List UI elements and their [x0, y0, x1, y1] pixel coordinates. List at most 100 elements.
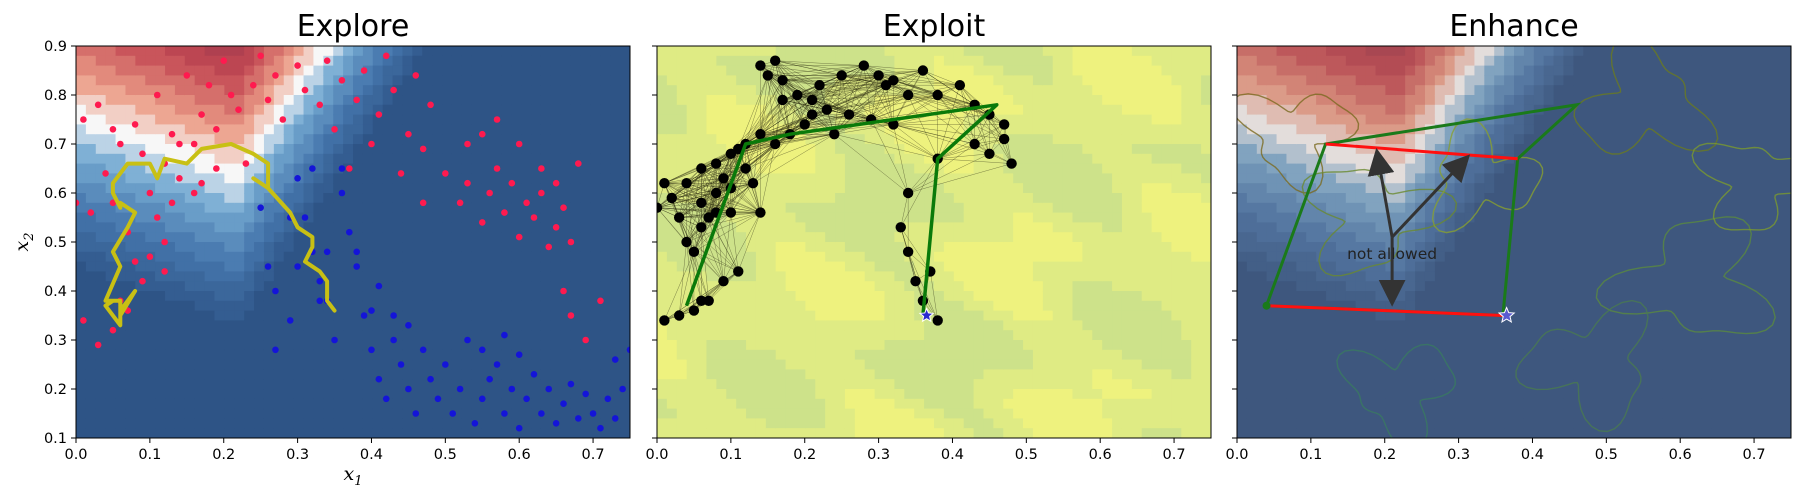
contour-cell [1131, 65, 1143, 76]
contour-cell [353, 173, 364, 184]
contour-cell [1201, 75, 1211, 86]
contour-cell [461, 114, 473, 125]
contour-cell [666, 85, 678, 96]
contour-cell [1181, 281, 1192, 292]
contour-cell [1082, 85, 1093, 96]
contour-cell [874, 261, 886, 272]
contour-cell [1201, 193, 1211, 204]
contour-cell [481, 242, 493, 253]
contour-cell [696, 369, 708, 380]
contour-cell [362, 349, 374, 361]
contour-cell [105, 65, 117, 76]
contour-cell [214, 389, 225, 400]
contour-cell [234, 75, 245, 86]
contour-cell [874, 202, 886, 214]
contour-cell [540, 222, 552, 233]
contour-cell [1161, 134, 1173, 145]
contour-cell [491, 398, 502, 410]
contour-cell [963, 398, 975, 410]
contour-cell [610, 379, 621, 390]
contour-cell [115, 291, 127, 302]
contour-cell [194, 291, 206, 302]
contour-cell [765, 173, 777, 184]
contour-cell [746, 428, 757, 438]
blue-point [331, 336, 338, 344]
contour-cell [746, 183, 757, 194]
contour-cell [676, 134, 688, 145]
contour-cell [422, 193, 433, 204]
contour-cell [303, 153, 315, 165]
contour-cell [686, 330, 698, 341]
contour-cell [1042, 65, 1054, 76]
contour-cell [1082, 124, 1093, 135]
contour-cell [521, 55, 532, 67]
contour-cell [204, 291, 216, 302]
contour-cell [135, 349, 146, 361]
contour-cell [165, 55, 176, 67]
blue-point [501, 410, 508, 417]
contour-cell [540, 85, 552, 96]
blue-point [552, 420, 560, 427]
contour-cell [293, 144, 305, 155]
contour-cell [620, 330, 630, 341]
contour-cell [422, 300, 433, 312]
contour-cell [1052, 134, 1064, 145]
contour-cell [620, 408, 630, 419]
contour-cell [815, 232, 826, 243]
graph-edge [686, 212, 761, 243]
contour-cell [746, 310, 757, 321]
contour-cell [511, 340, 522, 351]
contour-cell [1042, 104, 1054, 116]
contour-cell [323, 163, 334, 174]
contour-cell [1191, 281, 1202, 292]
y-axis-ticks-explore: 0.10.20.30.40.50.60.70.80.9 [44, 39, 76, 447]
contour-cell [620, 398, 630, 410]
contour-cell [854, 251, 866, 263]
contour-cell [442, 369, 453, 380]
contour-cell [184, 173, 196, 184]
contour-cell [884, 300, 896, 312]
contour-cell [273, 349, 285, 361]
contour-cell [746, 389, 757, 400]
contour-cell [451, 310, 463, 321]
contour-cell [293, 55, 305, 67]
contour-cell [283, 173, 295, 184]
graph-edge [671, 178, 724, 199]
contour-cell [657, 389, 668, 400]
contour-cell [471, 85, 483, 96]
contour-cell [521, 104, 532, 116]
contour-cell [1072, 428, 1083, 438]
contour-cell [844, 261, 856, 272]
contour-cell [323, 261, 334, 272]
contour-cell [983, 428, 994, 438]
contour-cell [1151, 428, 1163, 438]
contour-cell [746, 320, 757, 331]
contour-cell [95, 261, 107, 272]
contour-cell [95, 46, 107, 57]
contour-cell [1092, 320, 1103, 331]
red-point [87, 209, 95, 216]
contour-cell [590, 261, 601, 272]
contour-cell [785, 95, 797, 106]
contour-cell [610, 124, 621, 135]
contour-cell [531, 251, 542, 263]
contour-cell [686, 271, 698, 282]
contour-cell [145, 202, 156, 214]
y-tick-label: 0.1 [44, 431, 67, 447]
x-tick-label: 0.1 [138, 447, 161, 463]
contour-cell [943, 359, 955, 370]
contour-cell [657, 359, 668, 370]
graph-edge [664, 183, 702, 228]
contour-cell [224, 428, 235, 438]
contour-cell [973, 310, 985, 321]
contour-cell [234, 183, 245, 194]
contour-cell [1181, 408, 1192, 419]
contour-cell [1171, 232, 1182, 243]
contour-cell [76, 251, 87, 263]
contour-cell [1181, 379, 1192, 390]
contour-cell [983, 95, 994, 106]
contour-cell [372, 242, 384, 253]
contour-cell [590, 340, 601, 351]
contour-cell [1151, 183, 1163, 194]
contour-cell [540, 193, 552, 204]
